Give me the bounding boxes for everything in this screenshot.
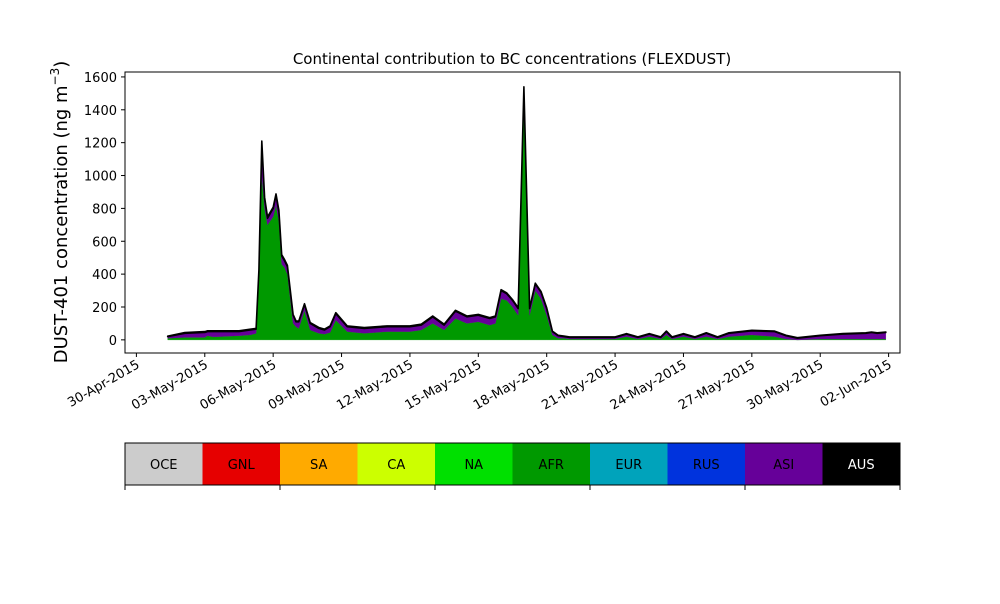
x-tick-label: 06-May-2015 <box>197 357 279 413</box>
legend-label-rus: RUS <box>693 458 720 473</box>
y-tick-label: 1200 <box>84 137 117 152</box>
x-axis: 30-Apr-201503-May-201506-May-201509-May-… <box>65 353 895 413</box>
y-tick-label: 0 <box>109 334 117 349</box>
legend-swatch-afr <box>512 443 591 485</box>
y-tick-label: 800 <box>92 202 117 217</box>
y-axis-label: DUST-401 concentration (ng m−3) <box>48 61 72 364</box>
x-tick-label: 27-May-2015 <box>676 357 758 413</box>
x-tick-label: 24-May-2015 <box>608 357 690 413</box>
legend-frame <box>124 442 901 486</box>
legend-swatch-aus <box>822 443 901 485</box>
y-tick-label: 400 <box>92 268 117 283</box>
y-tick-label: 1000 <box>84 170 117 185</box>
legend-label-asi: ASI <box>773 458 794 473</box>
legend-swatch-oce <box>125 443 203 485</box>
legend-swatch-sa <box>280 443 358 485</box>
y-axis-label-exponent: −3 <box>48 68 62 86</box>
y-tick-label: 600 <box>92 235 117 250</box>
x-tick-label: 03-May-2015 <box>129 357 211 413</box>
legend-label-gnl: GNL <box>228 458 256 473</box>
legend-label-ca: CA <box>387 458 405 473</box>
legend-label-afr: AFR <box>539 458 564 473</box>
x-tick-label: 12-May-2015 <box>334 357 416 413</box>
legend-label-na: NA <box>464 458 483 473</box>
legend-label-aus: AUS <box>848 458 875 473</box>
y-tick-label: 1400 <box>84 104 117 119</box>
y-tick-label: 1600 <box>84 71 117 86</box>
legend-label-sa: SA <box>310 458 327 473</box>
x-tick-label: 09-May-2015 <box>266 357 348 413</box>
legend-label-eur: EUR <box>615 458 642 473</box>
legend-swatch-eur <box>590 443 668 485</box>
legend-swatch-ca <box>357 443 436 485</box>
legend-swatch-asi <box>745 443 823 485</box>
chart-title: Continental contribution to BC concentra… <box>293 50 731 68</box>
legend-swatch-rus <box>667 443 746 485</box>
legend-swatch-na <box>435 443 513 485</box>
legend-swatch-gnl <box>202 443 281 485</box>
x-tick-label: 02-Jun-2015 <box>818 357 895 410</box>
legend-label-oce: OCE <box>150 458 178 473</box>
y-axis-label-close: ) <box>51 61 72 68</box>
y-axis: 0 200 400 600 800 1000 1200 1400 1600 <box>84 71 125 349</box>
x-tick-label: 21-May-2015 <box>539 357 621 413</box>
x-tick-label: 18-May-2015 <box>471 357 553 413</box>
legend: OCE GNL SA CA NA AFR EUR RUS ASI AUS <box>124 442 901 490</box>
x-tick-label: 15-May-2015 <box>403 357 485 413</box>
x-tick-label: 30-May-2015 <box>745 357 827 413</box>
y-tick-label: 200 <box>92 301 117 316</box>
y-axis-label-main: DUST-401 concentration (ng m <box>51 85 72 363</box>
plot-frame <box>124 71 901 354</box>
series-layer <box>166 86 887 341</box>
series-area-aus <box>166 86 887 339</box>
